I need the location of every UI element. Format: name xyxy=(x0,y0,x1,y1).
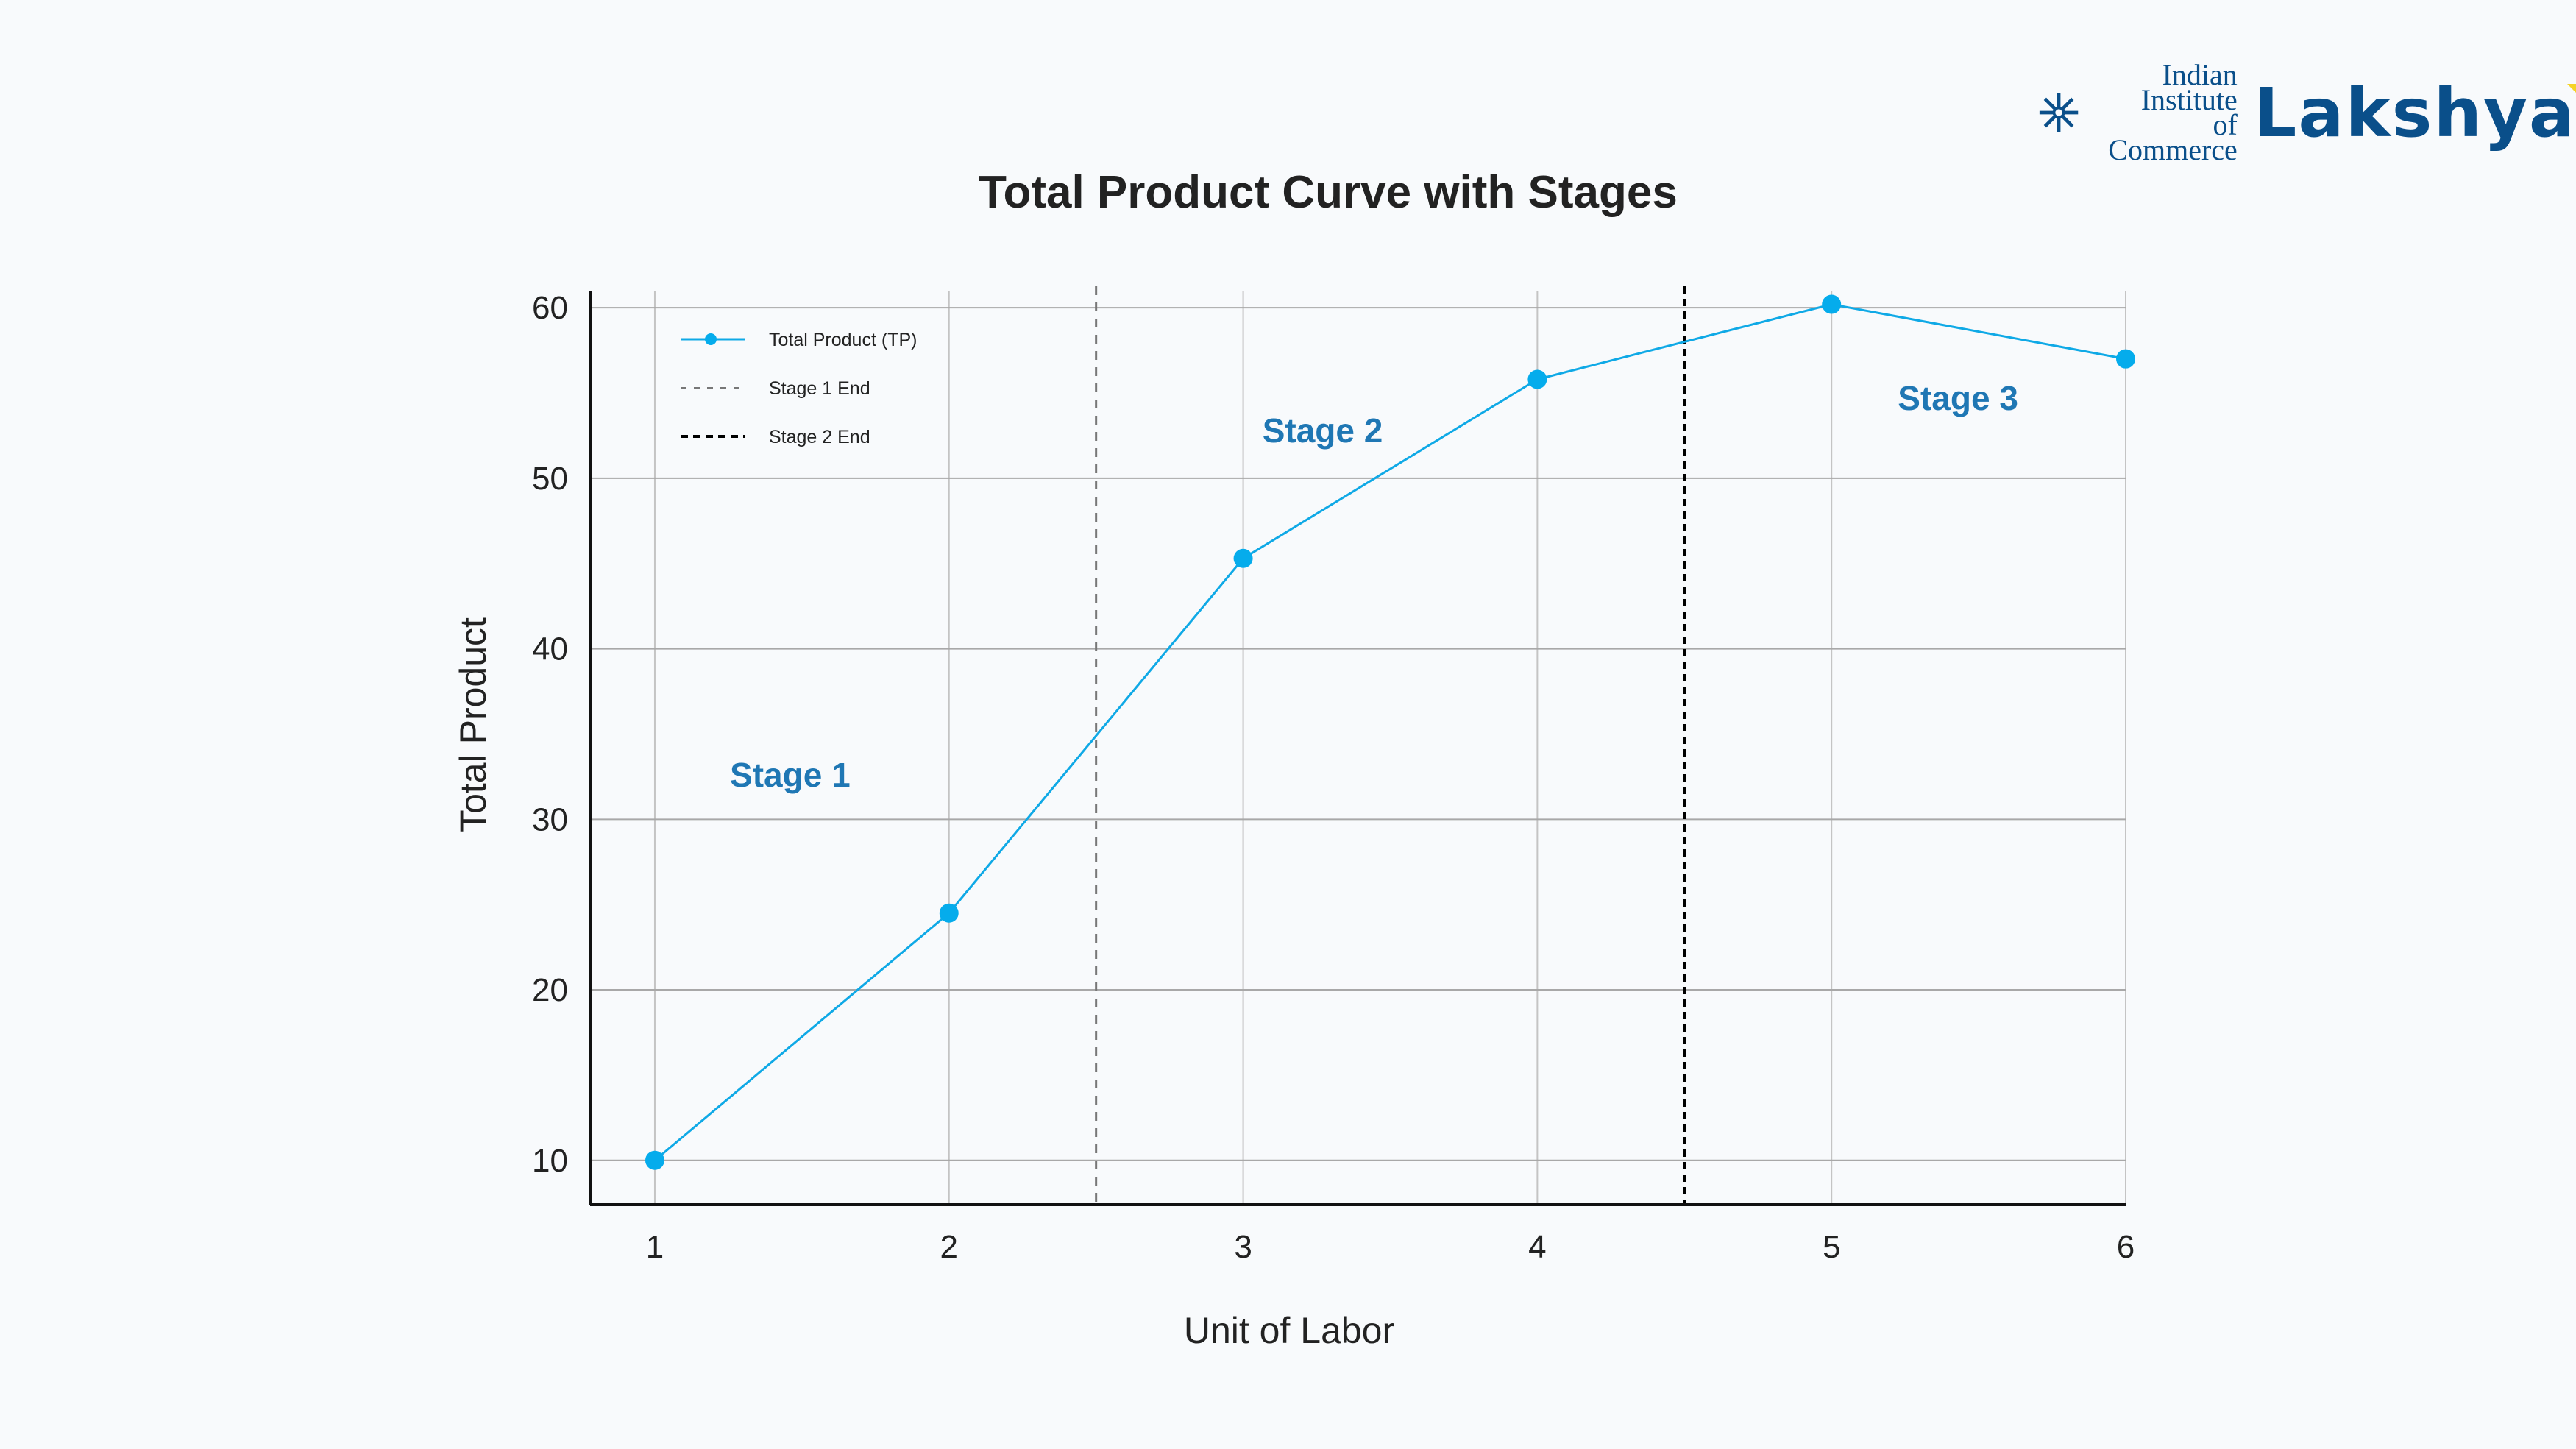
y-tick-label: 60 xyxy=(532,290,568,326)
x-axis-label: Unit of Labor xyxy=(1184,1310,1394,1351)
x-tick-label: 4 xyxy=(1528,1229,1546,1265)
tp-point xyxy=(1822,294,1842,314)
logo: Indian Institute of Commerce Lakshya xyxy=(2038,58,2576,166)
chart-title: Total Product Curve with Stages xyxy=(979,167,1678,218)
legend-tp-marker xyxy=(705,333,717,345)
legend-tp-label: Total Product (TP) xyxy=(769,330,917,350)
logo-line1: Indian xyxy=(2162,58,2238,91)
y-tick-label: 50 xyxy=(532,461,568,497)
legend-vline-label: Stage 2 End xyxy=(769,427,870,447)
tp-point xyxy=(1233,548,1253,568)
x-tick-label: 6 xyxy=(2117,1229,2135,1265)
y-axis-label: Total Product xyxy=(453,617,494,832)
tp-point xyxy=(645,1150,664,1170)
tp-point xyxy=(2116,349,2135,369)
y-tick-label: 10 xyxy=(532,1143,568,1179)
stage-label: Stage 2 xyxy=(1263,411,1383,450)
x-tick-label: 5 xyxy=(1823,1229,1840,1265)
logo-line2: Institute xyxy=(2140,83,2238,116)
snowflake-icon xyxy=(2039,93,2079,132)
stage-label: Stage 3 xyxy=(1898,379,2018,417)
x-tick-label: 3 xyxy=(1234,1229,1252,1265)
x-tick-label: 1 xyxy=(646,1229,664,1265)
stage-label: Stage 1 xyxy=(730,756,851,794)
y-tick-label: 40 xyxy=(532,631,568,667)
y-tick-label: 30 xyxy=(532,801,568,837)
tp-point xyxy=(939,903,959,923)
tp-line xyxy=(653,303,2126,1161)
logo-brand: Lakshya xyxy=(2253,73,2576,152)
logo-line3: of Commerce xyxy=(2108,108,2238,166)
x-tick-label: 2 xyxy=(940,1229,958,1265)
logo-text: Indian Institute of Commerce xyxy=(2087,58,2238,166)
tp-point xyxy=(1527,369,1547,389)
y-tick-label: 20 xyxy=(532,972,568,1008)
legend-vline-label: Stage 1 End xyxy=(769,378,870,399)
